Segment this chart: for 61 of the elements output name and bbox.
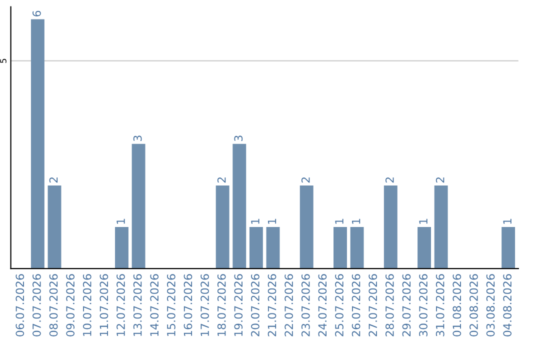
x-tick-label: 08.07.2026 (49, 274, 58, 336)
x-tick-label: 10.07.2026 (82, 274, 92, 336)
y-tick-label: 5 (0, 58, 6, 63)
x-tick-label: 28.07.2026 (385, 274, 394, 336)
x-tick-label: 02.08.2026 (470, 274, 478, 336)
x-tick-label: 24.07.2026 (318, 274, 327, 336)
bar (350, 227, 364, 269)
x-tick-label: 23.07.2026 (301, 274, 310, 336)
x-tick-label: 03.08.2026 (486, 274, 495, 336)
bar (418, 227, 431, 269)
bar (266, 227, 280, 269)
data-label: 1 (116, 218, 125, 224)
x-tick-label: 18.07.2026 (217, 274, 226, 336)
x-tick-label: 26.07.2026 (352, 274, 360, 336)
data-label: 6 (32, 10, 41, 16)
bar (48, 185, 62, 269)
bar (132, 144, 146, 269)
x-tick-label: 31.07.2026 (436, 274, 444, 336)
bar (249, 227, 263, 269)
bar (300, 185, 314, 269)
x-tick-label: 27.07.2026 (368, 274, 378, 336)
data-label: 1 (503, 218, 512, 224)
x-tick-label: 15.07.2026 (166, 274, 176, 336)
bar (30, 19, 44, 269)
x-tick-label: 16.07.2026 (184, 274, 192, 336)
data-label: 1 (419, 218, 428, 224)
x-tick-label: 12.07.2026 (116, 274, 125, 336)
data-label: 1 (251, 218, 260, 224)
x-tick-label: 11.07.2026 (100, 274, 108, 336)
data-label: 1 (352, 218, 360, 224)
bar (434, 185, 448, 269)
data-label: 2 (436, 177, 444, 183)
x-tick-label: 09.07.2026 (66, 274, 75, 336)
data-label: 2 (217, 177, 226, 183)
bar (232, 144, 246, 269)
x-tick-label: 30.07.2026 (419, 274, 428, 336)
bar (384, 185, 398, 269)
x-tick-label: 21.07.2026 (268, 274, 276, 336)
data-label: 2 (49, 177, 58, 183)
bar (216, 185, 230, 269)
data-label: 3 (133, 136, 142, 142)
x-tick-label: 13.07.2026 (133, 274, 142, 336)
bar (502, 227, 516, 269)
data-label: 2 (385, 177, 394, 183)
x-tick-label: 22.07.2026 (284, 274, 294, 336)
x-tick-label: 01.08.2026 (452, 274, 462, 336)
x-tick-label: 07.07.2026 (32, 274, 41, 336)
x-tick-label: 14.07.2026 (150, 274, 159, 336)
x-tick-label: 06.07.2026 (16, 274, 24, 336)
bar (334, 227, 347, 269)
x-tick-label: 20.07.2026 (251, 274, 260, 336)
x-tick-label: 04.08.2026 (503, 274, 512, 336)
x-tick-label: 19.07.2026 (234, 274, 243, 336)
data-label: 1 (335, 218, 344, 224)
x-tick-label: 25.07.2026 (335, 274, 344, 336)
x-tick-label: 29.07.2026 (402, 274, 411, 336)
data-label: 2 (301, 177, 310, 183)
data-label: 3 (234, 136, 243, 142)
data-label: 1 (268, 218, 276, 224)
x-tick-label: 17.07.2026 (200, 274, 209, 336)
bar (115, 227, 128, 269)
